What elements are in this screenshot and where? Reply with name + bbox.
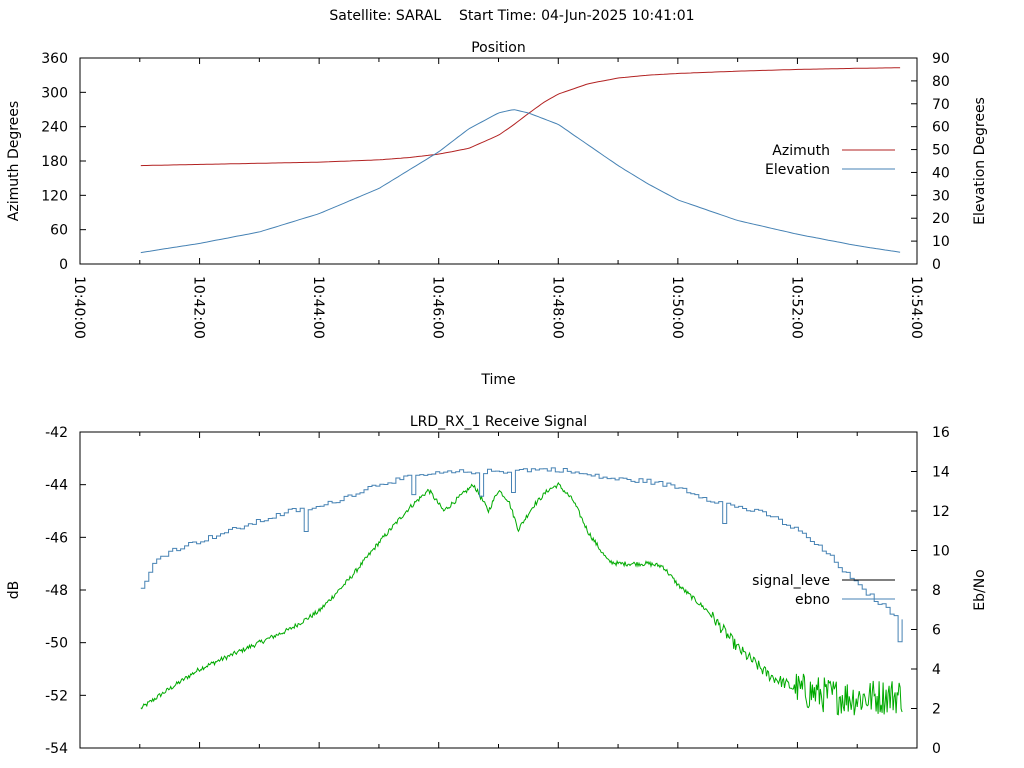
y2-tick-label: 16 xyxy=(932,425,950,441)
y2-tick-label: 70 xyxy=(932,97,950,113)
y2-tick-label: 40 xyxy=(932,165,950,181)
y-tick-label: -44 xyxy=(45,478,68,494)
y-axis-label: Azimuth Degrees xyxy=(6,101,22,221)
chart-title: Position xyxy=(471,40,526,56)
y-tick-label: -54 xyxy=(45,741,68,757)
y2-axis-label: Eb/No xyxy=(972,569,988,611)
x-tick-label: 10:44:00 xyxy=(310,276,326,339)
satellite-label: Satellite: SARAL xyxy=(329,8,442,24)
legend-label: Azimuth xyxy=(772,143,830,159)
y2-tick-label: 20 xyxy=(932,211,950,227)
x-tick-label: 10:50:00 xyxy=(669,276,685,339)
series-line-signal-leve xyxy=(140,481,903,716)
y-tick-label: -50 xyxy=(45,636,68,652)
legend-label: Elevation xyxy=(765,162,830,178)
start-time-label: Start Time: 04-Jun-2025 10:41:01 xyxy=(458,8,695,24)
y-tick-label: -52 xyxy=(45,688,68,704)
y-tick-label: -42 xyxy=(45,425,68,441)
y2-tick-label: 2 xyxy=(932,702,941,718)
y-tick-label: 240 xyxy=(41,120,68,136)
x-tick-label: 10:52:00 xyxy=(788,276,804,339)
y2-tick-label: 0 xyxy=(932,257,941,273)
x-tick-label: 10:40:00 xyxy=(71,276,87,339)
y2-tick-label: 4 xyxy=(932,662,941,678)
y-tick-label: 60 xyxy=(50,223,68,239)
legend-label: signal_leve xyxy=(752,573,830,589)
y2-tick-label: 90 xyxy=(932,51,950,67)
series-line-ebno xyxy=(140,467,903,643)
y-tick-label: 180 xyxy=(41,154,68,170)
y2-tick-label: 14 xyxy=(932,465,950,481)
y2-tick-label: 30 xyxy=(932,188,950,204)
x-tick-label: 10:48:00 xyxy=(549,276,565,339)
y2-tick-label: 6 xyxy=(932,623,941,639)
x-axis-label: Time xyxy=(480,372,515,388)
y-axis-label: dB xyxy=(6,581,22,600)
chart-title: LRD_RX_1 Receive Signal xyxy=(410,414,587,430)
series-line-azimuth xyxy=(140,67,901,167)
x-tick-label: 10:54:00 xyxy=(908,276,924,339)
chart-main-title: Satellite: SARAL Start Time: 04-Jun-2025… xyxy=(0,8,1024,24)
y2-tick-label: 10 xyxy=(932,234,950,250)
y-tick-label: -48 xyxy=(45,583,68,599)
y-tick-label: -46 xyxy=(45,530,68,546)
plot-frame xyxy=(79,431,918,749)
y2-tick-label: 10 xyxy=(932,544,950,560)
series-line-elevation xyxy=(140,109,901,254)
y-tick-label: 360 xyxy=(41,51,68,67)
y-tick-label: 300 xyxy=(41,85,68,101)
y2-tick-label: 50 xyxy=(932,143,950,159)
y2-tick-label: 80 xyxy=(932,74,950,90)
y2-tick-label: 8 xyxy=(932,583,941,599)
x-tick-label: 10:42:00 xyxy=(191,276,207,339)
y-tick-label: 0 xyxy=(59,257,68,273)
x-tick-label: 10:46:00 xyxy=(430,276,446,339)
y2-tick-label: 60 xyxy=(932,120,950,136)
y-tick-label: 120 xyxy=(41,188,68,204)
y2-tick-label: 0 xyxy=(932,741,941,757)
legend-label: ebno xyxy=(795,592,830,608)
y2-tick-label: 12 xyxy=(932,504,950,520)
y2-axis-label: Elevation Degrees xyxy=(972,97,988,225)
